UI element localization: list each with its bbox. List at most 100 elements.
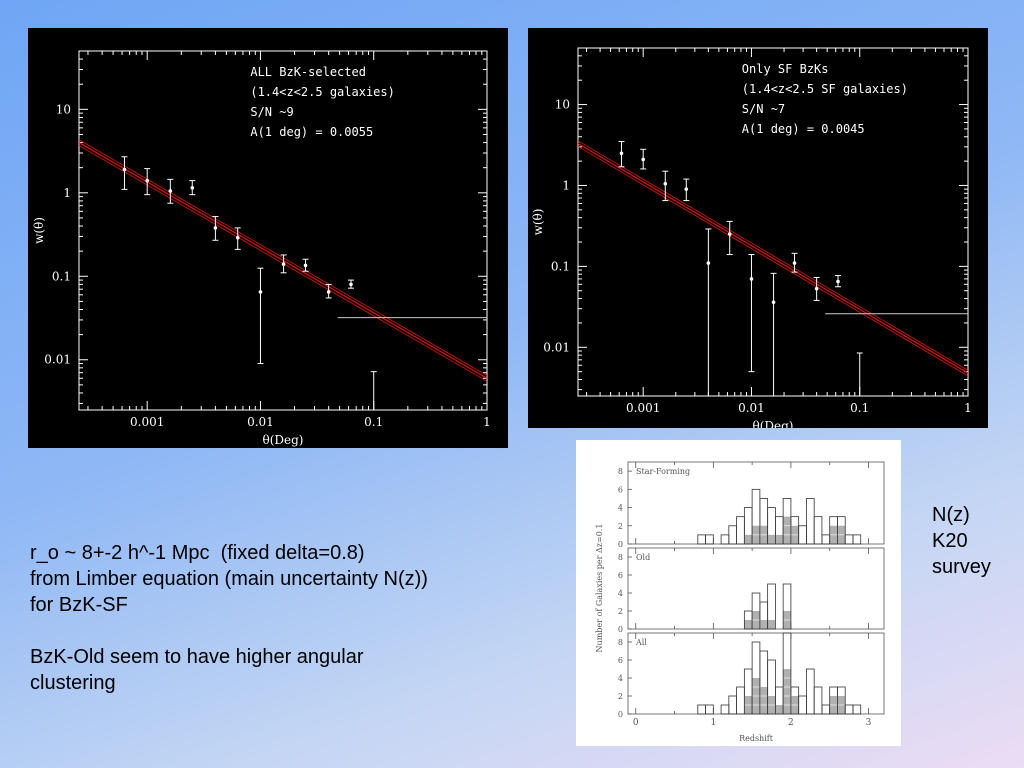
hist-bar [705, 704, 714, 715]
hist-y-tick-label: 8 [618, 467, 623, 476]
hist-bar-shaded [744, 534, 753, 544]
annotation-line: A(1 deg) = 0.0055 [250, 125, 373, 139]
annotation-line: S/N ~9 [250, 105, 293, 119]
hist-y-tick-label: 0 [618, 710, 623, 719]
hist-y-tick-label: 8 [618, 638, 623, 647]
hist-bar [852, 534, 862, 545]
data-point [836, 279, 840, 284]
data-point [814, 286, 819, 291]
plot-frame [577, 47, 969, 397]
annotation-line: ALL BzK-selected [250, 65, 366, 79]
hist-y-tick-label: 4 [618, 674, 623, 683]
y-tick-label: 1 [63, 186, 71, 200]
hist-bar [821, 704, 831, 715]
slide-notes: r_o ~ 8+-2 h^-1 Mpc (fixed delta=0.8) fr… [30, 540, 570, 696]
x-tick-label: 0.01 [738, 401, 765, 415]
chart-all-bzk-svg: 0.001 0.01 0.1 1 0.01 0.1 1 10 θ(Deg) w(θ) ALL BzK… [32, 50, 491, 447]
hist-bar-shaded [775, 534, 784, 544]
data-point [706, 261, 711, 265]
hist-bar [813, 686, 823, 715]
x-tick-label: 0.1 [364, 415, 383, 429]
y-tick-label: 1 [562, 178, 570, 192]
hist-panel-label: All [635, 638, 647, 647]
hist-y-tick-label: 8 [618, 553, 623, 562]
hist-bar [720, 704, 730, 715]
annotation-line: (1.4<z<2.5 galaxies) [250, 85, 394, 99]
hist-bar-shaded [744, 620, 753, 629]
hist-bar [852, 704, 862, 715]
correlation-plot-all-bzk: 0.001 0.01 0.1 1 0.01 0.1 1 10 θ(Deg) w(θ) ALL BzK… [28, 28, 508, 448]
y-tick-label: 0.1 [52, 269, 71, 283]
notes-line-4: BzK-Old seem to have higher angular [30, 646, 364, 668]
data-point [145, 178, 149, 183]
data-point [258, 290, 263, 294]
data-point [641, 157, 645, 162]
hist-bar [697, 534, 706, 545]
chart-sf-bzk-svg: 0.001 0.01 0.1 1 0.01 0.1 1 10 θ(Deg) w(θ) Only SF… [531, 47, 972, 428]
hist-bar [736, 516, 745, 545]
hist-bar [798, 525, 807, 545]
y-tick-label: 0.01 [543, 340, 570, 354]
nz-label-line-2: K20 [932, 530, 968, 552]
x-tick-label: 1 [964, 401, 972, 415]
hist-bar [844, 534, 854, 545]
plot-frame [78, 50, 488, 411]
data-point [663, 181, 668, 186]
fit-line [577, 142, 969, 374]
data-point [213, 226, 218, 230]
hist-bar [821, 534, 831, 545]
notes-spacer [30, 618, 570, 644]
hist-bar [798, 695, 807, 715]
hist-bar [728, 525, 738, 545]
hist-x-tick-label: 2 [788, 718, 794, 728]
data-point [168, 189, 173, 193]
hist-bar-shaded [767, 620, 776, 629]
hist-bar-shaded [759, 687, 768, 714]
hist-panel-label: Old [636, 553, 650, 562]
hist-y-tick-label: 4 [618, 504, 623, 513]
y-tick-label: 0.01 [44, 353, 71, 367]
hist-y-tick-label: 2 [618, 607, 623, 616]
hist-y-axis-label: Number of Galaxies per Δz=0.1 [595, 524, 604, 653]
hist-y-tick-label: 0 [618, 625, 623, 634]
hist-y-tick-label: 6 [618, 571, 623, 580]
hist-x-tick-label: 1 [710, 718, 716, 728]
hist-y-tick-label: 2 [618, 692, 623, 701]
hist-bar [767, 583, 776, 630]
redshift-histogram: 0 2 4 6 8 Star-Forming 0 2 4 6 8 Old 0 2 4 6 8 All 0 1 2 3 Red… [576, 440, 901, 746]
data-point [122, 167, 127, 172]
x-tick-label: 0.1 [850, 401, 869, 415]
notes-line-2: from Limber equation (main uncertainty N… [30, 568, 428, 590]
data-point [619, 151, 624, 156]
fit-line [78, 142, 488, 379]
hist-y-tick-label: 4 [618, 589, 623, 598]
hist-y-tick-label: 2 [618, 522, 623, 531]
notes-line-1: r_o ~ 8+-2 h^-1 Mpc (fixed delta=0.8) [30, 542, 365, 564]
nz-label-line-1: N(z) [932, 504, 970, 526]
hist-bar [697, 704, 706, 715]
hist-bar [705, 534, 714, 545]
notes-line-3: for BzK-SF [30, 594, 128, 616]
fit-band-line [78, 139, 488, 376]
hist-bar [806, 498, 815, 545]
data-point [684, 187, 689, 191]
fit-band-line [577, 140, 969, 371]
y-axis-label: w(θ) [531, 209, 545, 236]
x-tick-label: 1 [483, 415, 491, 429]
data-point [303, 263, 308, 268]
hist-bar-shaded [759, 620, 768, 629]
hist-panel-label: Star-Forming [636, 467, 690, 476]
hist-x-tick-label: 0 [633, 718, 639, 728]
hist-x-tick-label: 3 [866, 718, 872, 728]
hist-bar-shaded [783, 669, 791, 714]
notes-line-5: clustering [30, 672, 116, 694]
redshift-histogram-svg: 0 2 4 6 8 Star-Forming 0 2 4 6 8 Old 0 2 4 6 8 All 0 1 2 3 Red… [595, 461, 885, 743]
annotation-line: Only SF BzKs [742, 62, 829, 76]
hist-bar [813, 516, 823, 545]
hist-bar [720, 534, 730, 545]
x-tick-label: 0.001 [130, 415, 164, 429]
y-tick-label: 10 [555, 98, 570, 112]
hist-bar-shaded [767, 534, 776, 544]
annotation-line: (1.4<z<2.5 SF galaxies) [742, 82, 908, 96]
hist-bar [837, 516, 846, 545]
